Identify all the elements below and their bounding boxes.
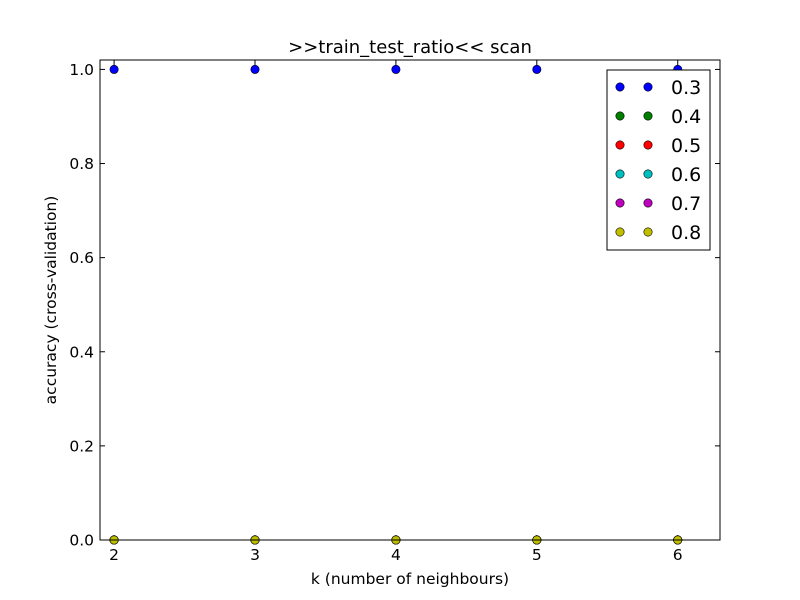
legend-marker [615,198,625,208]
legend-label: 0.6 [671,164,701,186]
legend-marker [643,169,653,179]
legend-label: 0.7 [671,193,701,215]
data-point-0-3 [532,64,542,74]
legend-label: 0.8 [671,222,701,244]
axes-frame [99,59,721,541]
chart-title: >>train_test_ratio<< scan [288,37,532,58]
y-tick-label: 0.0 [69,532,94,550]
legend-marker [643,227,653,237]
y-tick-label: 0.8 [69,155,94,173]
x-tick-label: 2 [109,546,119,564]
y-axis-label: accuracy (cross-validation) [42,196,60,405]
x-tick-label: 5 [532,546,542,564]
y-tick-label: 0.6 [69,249,94,267]
y-tick-label: 1.0 [69,61,94,79]
legend-label: 0.4 [671,106,701,128]
legend-frame [606,69,711,251]
y-tick-label: 0.4 [69,343,94,361]
legend-marker [643,111,653,121]
legend-marker [615,227,625,237]
y-tick-label: 0.2 [69,437,94,455]
x-tick-label: 4 [391,546,401,564]
data-point-0-3 [391,64,401,74]
legend-marker [615,111,625,121]
legend-marker [615,140,625,150]
legend-marker [615,169,625,179]
x-tick-label: 3 [250,546,260,564]
legend-label: 0.5 [671,135,701,157]
x-tick-label: 6 [673,546,683,564]
legend-marker [643,140,653,150]
data-point-0-3 [250,64,260,74]
legend: 0.3 0.4 0.5 0.6 0.7 0.8 [606,69,711,251]
legend-marker [615,82,625,92]
legend-marker [643,82,653,92]
x-axis-label: k (number of neighbours) [311,570,509,588]
legend-marker [643,198,653,208]
legend-label: 0.3 [671,77,701,99]
plot-area: 2 3 4 5 6 0.0 0.2 0.4 0.6 0.8 1.0 [69,59,721,564]
data-point-0-3 [109,64,119,74]
